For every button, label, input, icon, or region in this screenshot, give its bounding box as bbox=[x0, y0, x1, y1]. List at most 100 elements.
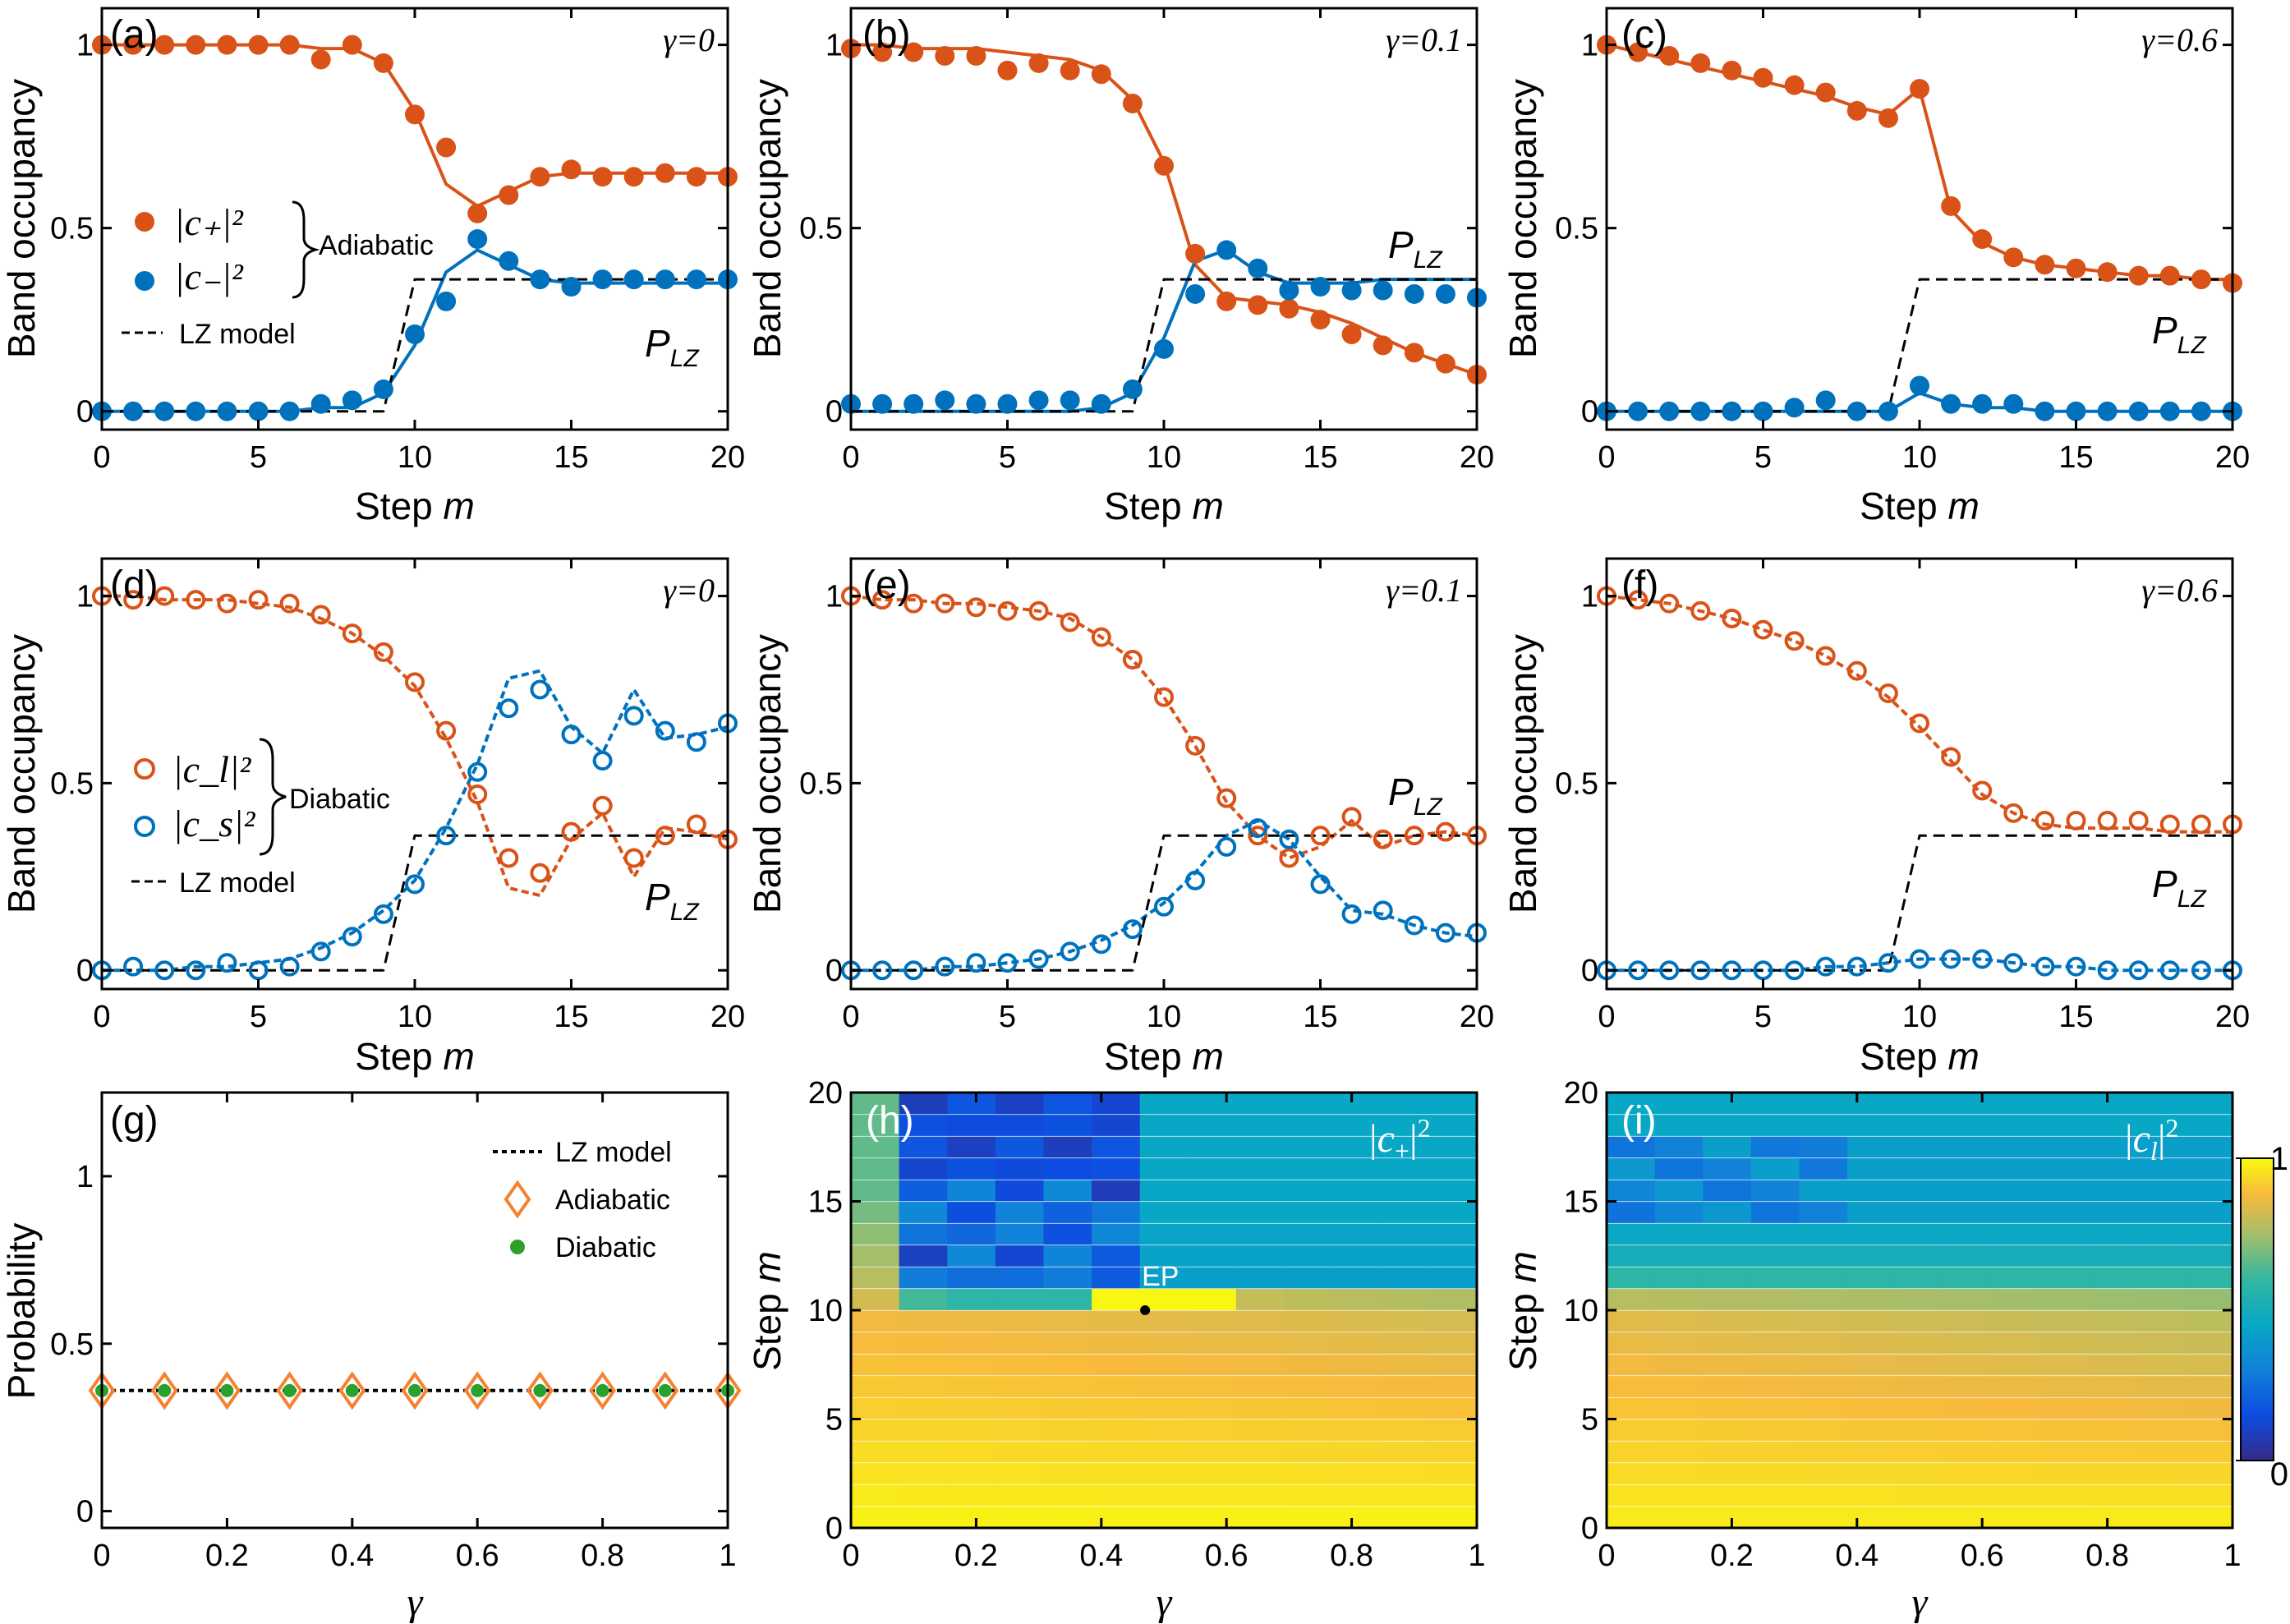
panel-h-cell bbox=[1284, 1115, 1333, 1136]
panel-h-cell bbox=[899, 1267, 948, 1289]
panel-i-cell bbox=[1943, 1332, 1993, 1354]
panel-h-xtick-label: 0.6 bbox=[1205, 1539, 1248, 1573]
panel-b-point bbox=[1154, 155, 1174, 176]
panel-e-point bbox=[1185, 735, 1206, 756]
panel-i-cell bbox=[1799, 1093, 1848, 1115]
panel-c-point bbox=[1972, 393, 1993, 414]
panel-d-xtick-label: 20 bbox=[710, 1000, 745, 1034]
panel-d-ylabel: Band occupancy bbox=[0, 634, 43, 913]
panel-h-cell bbox=[1284, 1136, 1333, 1158]
panel-e-point bbox=[1373, 900, 1393, 921]
panel-i-cell bbox=[2039, 1310, 2089, 1332]
panel-f-label: (f) bbox=[1621, 564, 1658, 607]
panel-i-cell bbox=[1703, 1245, 1752, 1267]
panel-h-cell bbox=[899, 1419, 948, 1441]
panel-g-diamond bbox=[150, 1371, 178, 1410]
panel-e-point bbox=[1248, 826, 1268, 846]
panel-e-ytick-label: 1 bbox=[825, 580, 843, 614]
panel-h-cell bbox=[1092, 1397, 1141, 1419]
panel-d-point bbox=[123, 956, 144, 977]
panel-a-point bbox=[436, 137, 457, 158]
colorbar-min-label: 0 bbox=[2270, 1456, 2288, 1493]
panel-b-point bbox=[1185, 283, 1206, 304]
panel-f-ytick-label: 0.5 bbox=[1555, 766, 1598, 801]
panel-i-cell bbox=[1943, 1180, 1993, 1202]
panel-i-cell bbox=[1943, 1223, 1993, 1245]
panel-i-cell bbox=[1607, 1310, 1656, 1332]
panel-h-cell bbox=[1043, 1115, 1092, 1136]
panel-i-label: (i) bbox=[1621, 1099, 1657, 1143]
panel-a-point bbox=[186, 401, 206, 421]
panel-h-cell bbox=[1284, 1310, 1333, 1332]
panel-i-cell bbox=[2136, 1180, 2185, 1202]
panel-i-cell bbox=[1943, 1310, 1993, 1332]
panel-i-ylabel: Step m bbox=[1501, 1251, 1544, 1371]
panel-c-point bbox=[1753, 67, 1773, 88]
panel-a-xlabel: Step m bbox=[355, 485, 475, 527]
panel-i-cell bbox=[2184, 1354, 2233, 1376]
panel-h-cell bbox=[947, 1463, 996, 1484]
panel-i-cell bbox=[2088, 1507, 2137, 1528]
legend-lz-label: LZ model bbox=[179, 319, 296, 350]
panel-h-cell bbox=[1043, 1397, 1092, 1419]
panel-a-series-line bbox=[102, 278, 728, 413]
panel-h-ytick-label: 20 bbox=[808, 1076, 843, 1111]
panel-a-ytick-label: 0 bbox=[76, 395, 94, 430]
panel-h-cell bbox=[1139, 1202, 1189, 1223]
panel-i-cell bbox=[2039, 1267, 2089, 1289]
panel-a-xtick-label: 10 bbox=[398, 440, 432, 475]
panel-i-cell bbox=[1799, 1115, 1848, 1136]
panel-i-cell bbox=[1799, 1507, 1848, 1528]
panel-i-cell bbox=[1750, 1115, 1800, 1136]
panel-f-point bbox=[2191, 960, 2211, 981]
panel-g-diamond bbox=[213, 1371, 241, 1410]
panel-c-point bbox=[1910, 375, 1929, 396]
panel-d-point bbox=[655, 826, 675, 846]
panel-h-cell bbox=[1380, 1419, 1429, 1441]
panel-h-cell bbox=[851, 1419, 900, 1441]
panel-h-cell bbox=[1428, 1158, 1478, 1180]
panel-e-point bbox=[1373, 829, 1393, 849]
panel-i-cell bbox=[2136, 1419, 2185, 1441]
panel-i-cell bbox=[1991, 1289, 2041, 1310]
panel-h-cell bbox=[995, 1463, 1044, 1484]
panel-d-xlabel: Step m bbox=[355, 1035, 475, 1078]
panel-i-cell bbox=[2088, 1223, 2137, 1245]
panel-d-point bbox=[499, 698, 519, 719]
panel-h-cell bbox=[899, 1093, 948, 1115]
panel-f-plot: 0 5 10 15 20 0 0.5 1 bbox=[1555, 559, 2250, 1034]
panel-h-cell bbox=[1188, 1463, 1237, 1484]
panel-e-series-line bbox=[850, 594, 1478, 860]
panel-i-cell bbox=[1991, 1507, 2041, 1528]
panel-d-point bbox=[530, 863, 550, 883]
panel-h-cell bbox=[995, 1376, 1044, 1397]
panel-i-cell bbox=[1847, 1158, 1897, 1180]
panel-h-cell bbox=[1188, 1397, 1237, 1419]
panel-i-cell bbox=[1654, 1267, 1704, 1289]
panel-i-cell bbox=[1703, 1115, 1752, 1136]
panel-c-point bbox=[1815, 82, 1836, 103]
panel-i-cell bbox=[2088, 1245, 2137, 1267]
panel-h-cell bbox=[899, 1484, 948, 1507]
panel-h-cell bbox=[899, 1202, 948, 1223]
panel-d-point bbox=[310, 941, 331, 962]
panel-a-point bbox=[655, 269, 675, 290]
panel-d-point bbox=[279, 593, 300, 614]
panel-i-cell bbox=[1895, 1136, 1944, 1158]
panel-h-cell bbox=[1428, 1289, 1478, 1310]
panel-h-cell bbox=[1284, 1245, 1333, 1267]
panel-i-cell bbox=[2184, 1245, 2233, 1267]
panel-i-cell bbox=[1750, 1310, 1800, 1332]
panel-f: 0 5 10 15 20 0 0.5 1 (f) γ=0.6 Band occupancy S… bbox=[1501, 557, 2250, 1078]
panel-a-frame bbox=[100, 7, 729, 431]
panel-h-cell bbox=[1284, 1397, 1333, 1419]
panel-b-plz-label: PLZ bbox=[1388, 223, 1443, 274]
panel-i-cell bbox=[1750, 1289, 1800, 1310]
panel-a-point bbox=[686, 167, 706, 187]
panel-h-cell bbox=[1284, 1484, 1333, 1507]
panel-i-cell bbox=[1607, 1223, 1656, 1245]
panel-i-cell bbox=[1799, 1397, 1848, 1419]
panel-i-cell bbox=[1750, 1158, 1800, 1180]
panel-h-cell bbox=[947, 1332, 996, 1354]
panel-i-cell bbox=[1654, 1136, 1704, 1158]
